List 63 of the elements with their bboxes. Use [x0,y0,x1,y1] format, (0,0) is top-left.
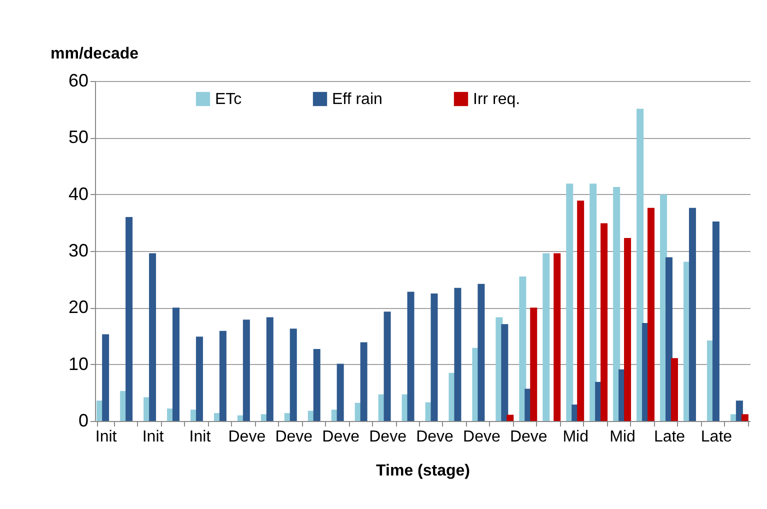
legend-label: Eff rain [332,91,382,108]
bar [688,208,696,421]
x-tick-label: Init [142,428,164,446]
bar [636,108,644,421]
bar [501,324,508,421]
bar [590,184,597,421]
bar [648,208,655,421]
bar [577,200,584,421]
x-tick-label: Mid [610,428,636,446]
bar [126,217,133,421]
bar [290,328,297,421]
bar [736,400,743,421]
bar [613,186,620,421]
y-tick-label: 60 [68,70,88,90]
bar [149,253,156,421]
bar [336,364,344,421]
x-tick-label: Deve [463,428,500,446]
bar [430,294,438,421]
bar [712,222,720,421]
bar [172,308,180,421]
bar [600,223,608,421]
bar [542,253,550,421]
x-tick-label: Deve [369,428,407,446]
y-tick-label: 40 [68,184,88,204]
bar [102,334,110,421]
bar [266,317,274,421]
x-tick-label: Late [700,428,732,446]
y-tick-label: 10 [68,354,88,374]
x-axis-title: Time (stage) [376,462,470,480]
bar [566,184,574,421]
bar [313,349,320,421]
bar [554,253,561,421]
legend-label: Irr req. [473,91,520,108]
x-tick-label: Mid [562,428,588,446]
bar [530,308,538,421]
bar [478,284,485,421]
x-tick-label: Deve [416,428,454,446]
bar [666,257,673,421]
x-tick-label: Init [189,428,212,446]
y-tick-label: 0 [78,410,88,430]
bar [384,312,391,421]
x-tick-label: Deve [228,428,266,446]
bar [506,414,514,421]
x-tick-label: Late [654,428,686,446]
bar [196,336,203,421]
y-tick-label: 50 [68,127,88,148]
legend-label: ETc [215,91,242,108]
bar [454,288,462,421]
x-tick-label: Deve [275,428,313,446]
x-tick-label: Deve [322,428,360,446]
x-tick-label: Init [95,428,118,446]
y-axis-title: mm/decade [50,46,139,62]
bar [741,414,748,421]
bar [624,238,632,421]
y-tick-label: 30 [68,240,88,260]
bar [219,330,226,421]
bar [407,292,414,421]
x-tick-label: Deve [510,428,548,446]
bar [360,342,368,421]
bar [670,358,678,421]
bar [242,320,250,421]
y-tick-label: 20 [68,297,88,318]
bar [519,276,526,421]
